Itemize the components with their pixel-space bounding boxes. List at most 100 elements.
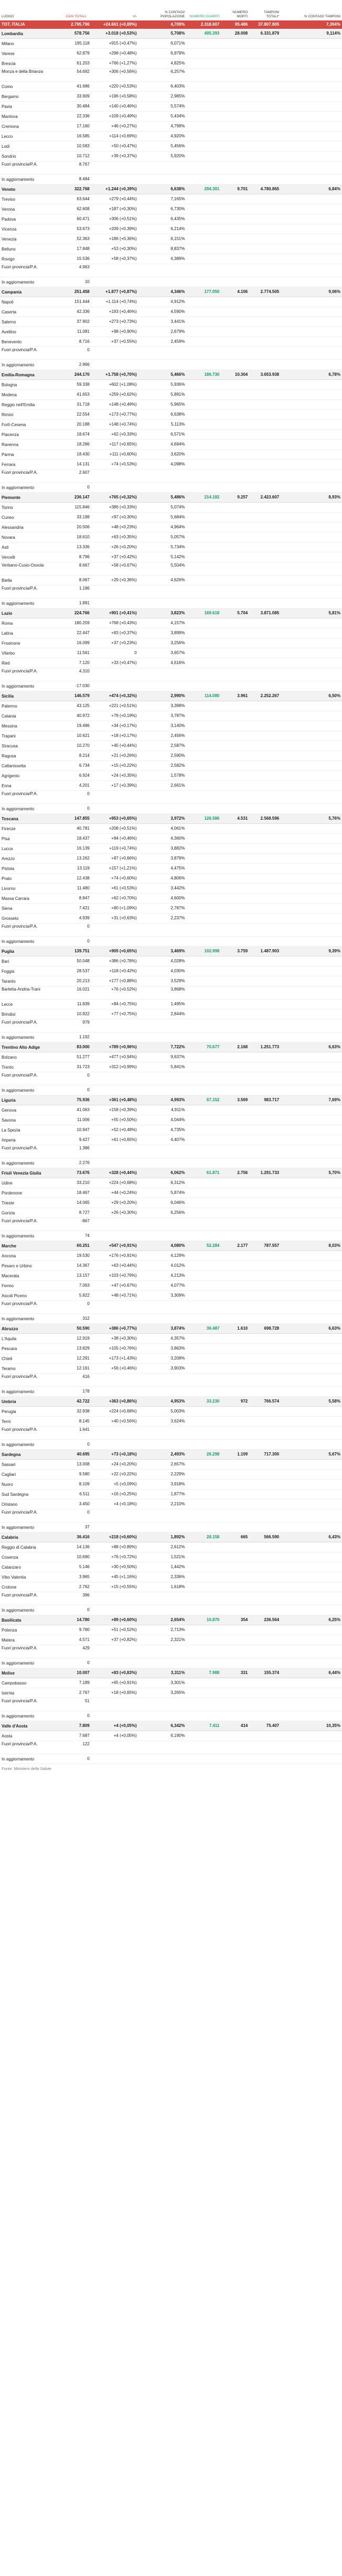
region-row[interactable]: Sicilia 146.579 +474 (+0,32%) 2,990% 114.080…: [0, 691, 342, 701]
province-delta: +193 (+0,46%): [91, 307, 138, 317]
province-empty-morti: [221, 1499, 249, 1509]
province-name: In aggiornamento: [0, 1711, 61, 1721]
province-empty-morti: [221, 1552, 249, 1562]
region-name[interactable]: Friuli Venezia Giulia: [0, 1168, 61, 1178]
region-row[interactable]: Emilia-Romagna 244.170 +1.758 (+0,70%) 5,46…: [0, 369, 342, 380]
region-name[interactable]: Trentino Alto Adige: [0, 1042, 61, 1052]
region-row[interactable]: Valle d'Aosta 7.809 +4 (+0,05%) 6,342% 7.411…: [0, 1721, 342, 1731]
region-name[interactable]: Valle d'Aosta: [0, 1721, 61, 1731]
region-name[interactable]: Basilicata: [0, 1615, 61, 1625]
province-delta: +30 (+0,50%): [91, 1562, 138, 1572]
region-row[interactable]: Piemonte 236.147 +765 (+0,32%) 5,486% 214.18…: [0, 492, 342, 503]
region-name[interactable]: Sardegna: [0, 1449, 61, 1460]
region-name[interactable]: Veneto: [0, 184, 61, 194]
header-casi-totali[interactable]: CASI TOTALI: [65, 15, 86, 18]
region-name[interactable]: Campania: [0, 287, 61, 297]
province-delta: [91, 1072, 138, 1085]
region-row[interactable]: Umbria 42.722 +363 (+0,86%) 4,953% 33.230 972…: [0, 1396, 342, 1407]
province-pct: 4,061%: [138, 823, 186, 834]
header-pct-popolazione[interactable]: % CONTAGI/ POPOLAZIONE: [160, 10, 185, 18]
province-empty-guariti: [186, 1499, 221, 1509]
header-morti[interactable]: NUMERO MORTI: [233, 10, 248, 18]
province-empty-ct: [281, 1645, 342, 1658]
province-row: Perugia 32.938 +224 (+0,68%) 5,003%: [0, 1406, 342, 1417]
region-name[interactable]: Toscana: [0, 813, 61, 824]
province-empty-morti: [221, 1635, 249, 1645]
province-empty-ct: [281, 502, 342, 513]
region-row[interactable]: Molise 10.007 +83 (+0,83%) 3,311% 7.988 331 15…: [0, 1668, 342, 1678]
province-pct: 6,638%: [138, 409, 186, 420]
region-name[interactable]: Liguria: [0, 1095, 61, 1105]
region-name[interactable]: Emilia-Romagna: [0, 369, 61, 380]
province-empty-tamponi: [249, 638, 281, 648]
region-row[interactable]: Trentino Alto Adige 83.000 +789 (+0,96%) 7,…: [0, 1042, 342, 1052]
province-casi: -17.030: [61, 681, 91, 691]
province-row: Milano 195.118 +915 (+0,47%) 6,071%: [0, 38, 342, 49]
region-name[interactable]: Umbria: [0, 1396, 61, 1407]
province-casi: 12.438: [61, 873, 91, 884]
region-row[interactable]: Calabria 36.416 +218 (+0,60%) 1,892% 28.158 6…: [0, 1532, 342, 1542]
region-row[interactable]: Abruzzo 50.590 +386 (+0,77%) 3,874% 36.487 1.…: [0, 1323, 342, 1334]
region-pct: 4,346%: [138, 287, 186, 297]
header-pct-tamponi[interactable]: % CONTAGI/ TAMPONI: [304, 15, 340, 18]
province-pct: 3,256%: [138, 638, 186, 648]
province-pct: [138, 936, 186, 947]
province-empty-guariti: [186, 151, 221, 161]
province-delta: [91, 1645, 138, 1658]
province-empty-guariti: [186, 1062, 221, 1072]
province-row: Torino 115.846 +386 (+0,33%) 5,074%: [0, 502, 342, 513]
region-name[interactable]: Marche: [0, 1241, 61, 1251]
region-delta: +901 (+0,41%): [91, 608, 138, 618]
region-name[interactable]: Calabria: [0, 1532, 61, 1542]
province-casi: 2.276: [61, 1158, 91, 1168]
province-empty-ct: [281, 585, 342, 599]
province-delta: +61 (+0,65%): [91, 1135, 138, 1145]
region-row[interactable]: Lazio 224.766 +901 (+0,41%) 3,823% 169.618 5.…: [0, 608, 342, 618]
region-row[interactable]: Puglia 139.751 +905 (+0,65%) 3,469% 102.998 3…: [0, 946, 342, 957]
province-empty-tamponi: [249, 469, 281, 483]
region-row[interactable]: Friuli Venezia Giulia 73.676 +328 (+0,44%)…: [0, 1168, 342, 1178]
region-row[interactable]: Marche 60.251 +547 (+0,91%) 4,080% 52.284 2.1…: [0, 1241, 342, 1251]
province-empty-guariti: [186, 542, 221, 552]
province-empty-tamponi: [249, 966, 281, 976]
region-name[interactable]: Sicilia: [0, 691, 61, 701]
region-pct: 4,953%: [138, 1396, 186, 1407]
region-row[interactable]: Campania 251.458 +1.877 (+0,87%) 4,346% 177.…: [0, 287, 342, 297]
province-delta: [91, 803, 138, 814]
region-name[interactable]: Molise: [0, 1668, 61, 1678]
region-row[interactable]: Lombardia 578.756 +3.018 (+0,53%) 5,708% 495…: [0, 29, 342, 39]
region-row[interactable]: Sardegna 40.695 +73 (+0,18%) 2,493% 26.298 1.…: [0, 1449, 342, 1460]
province-empty-guariti: [186, 1489, 221, 1499]
province-name: Sondrio: [0, 151, 61, 161]
province-name: Palermo: [0, 701, 61, 711]
region-name[interactable]: Piemonte: [0, 492, 61, 503]
province-empty-ct: [281, 482, 342, 493]
region-name[interactable]: Lombardia: [0, 29, 61, 39]
region-name[interactable]: Abruzzo: [0, 1323, 61, 1334]
province-delta: +26 (+0,20%): [91, 542, 138, 552]
header-tamponi[interactable]: TAMPONI TOTALI*: [263, 10, 279, 18]
province-name: Campobasso: [0, 1678, 61, 1688]
region-guariti: 7.988: [186, 1668, 221, 1678]
province-casi: 41.653: [61, 389, 91, 400]
header-guariti[interactable]: NUMERO GUARITI: [189, 15, 219, 18]
province-pct: 3,657%: [138, 648, 186, 658]
province-delta: +158 (+0,39%): [91, 1105, 138, 1115]
province-casi: 312: [61, 1313, 91, 1324]
header-delta[interactable]: +/-: [133, 15, 137, 18]
province-casi: 11.480: [61, 883, 91, 894]
province-empty-morti: [221, 482, 249, 493]
region-name[interactable]: Puglia: [0, 946, 61, 957]
province-empty-morti: [221, 936, 249, 947]
region-row[interactable]: Basilicata 14.780 +89 (+0,60%) 2,654% 10.870…: [0, 1615, 342, 1625]
region-name[interactable]: Lazio: [0, 608, 61, 618]
header-luogo[interactable]: LUOGO: [2, 15, 14, 18]
province-pct: [138, 790, 186, 804]
province-empty-morti: [221, 741, 249, 751]
region-row[interactable]: Veneto 322.768 +1.244 (+0,39%) 6,638% 294.30…: [0, 184, 342, 194]
region-row[interactable]: Toscana 147.855 +953 (+0,65%) 3,972% 126.586…: [0, 813, 342, 824]
region-tamponi: 3.871.085: [249, 608, 281, 618]
region-row[interactable]: Liguria 75.936 +361 (+0,48%) 4,993% 67.152 3.…: [0, 1095, 342, 1105]
province-casi: 8.667: [61, 562, 91, 575]
province-empty-tamponi: [249, 751, 281, 761]
